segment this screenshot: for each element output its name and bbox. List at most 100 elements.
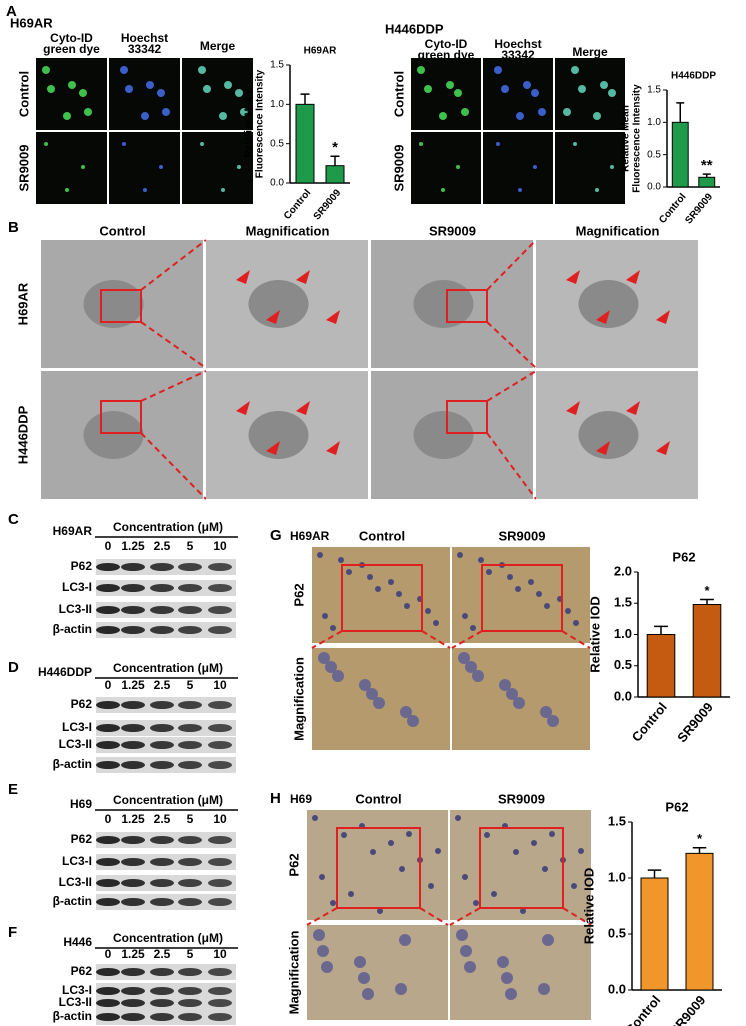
image-feature	[533, 165, 537, 169]
image-feature	[65, 188, 69, 192]
band	[150, 987, 174, 995]
zoom-line	[561, 630, 591, 649]
band	[121, 898, 145, 906]
arrow	[296, 401, 310, 415]
arrow	[326, 310, 340, 324]
arrow	[626, 270, 640, 284]
concentration: 5	[187, 947, 194, 961]
panel-label: C	[8, 511, 19, 528]
band-label: LC3-I	[62, 854, 92, 868]
band	[178, 879, 202, 887]
band	[96, 987, 120, 995]
y-tick-label: 0.0	[647, 182, 661, 193]
image-feature	[439, 112, 447, 120]
row-label: P62	[291, 583, 306, 606]
band	[121, 724, 145, 732]
zoom-box	[100, 400, 142, 434]
image-feature	[578, 280, 639, 328]
band	[178, 606, 202, 614]
image-feature	[501, 85, 509, 93]
ihc-image	[450, 925, 591, 1020]
image-feature	[248, 280, 309, 328]
y-tick-label: 1.0	[608, 869, 626, 884]
band	[150, 858, 174, 866]
image-feature	[523, 81, 531, 89]
band	[178, 626, 202, 634]
concentration: 0	[105, 812, 112, 826]
chart-title: P62	[672, 549, 695, 564]
image-feature	[413, 280, 474, 328]
image-feature	[321, 961, 333, 973]
band-label: LC3-II	[59, 875, 92, 889]
arrow	[656, 441, 670, 455]
image-feature	[203, 85, 211, 93]
band	[178, 858, 202, 866]
image-feature	[608, 89, 616, 97]
error-bar	[330, 155, 340, 166]
image-feature	[317, 552, 323, 558]
y-tick-label: 1.5	[647, 85, 661, 96]
zoom-line	[486, 432, 537, 500]
image-feature	[219, 112, 227, 120]
error-bar	[702, 173, 711, 178]
image-feature	[240, 108, 248, 116]
arrow	[296, 270, 310, 284]
column-header: SR9009	[499, 528, 546, 543]
micrograph	[109, 132, 180, 204]
band	[178, 1013, 202, 1021]
band	[96, 724, 120, 732]
image-feature	[505, 988, 517, 1000]
band	[96, 898, 120, 906]
significance: *	[697, 831, 703, 846]
band	[150, 1013, 174, 1021]
band	[178, 761, 202, 769]
column-header: SR9009	[498, 791, 545, 806]
band	[121, 987, 145, 995]
band	[121, 761, 145, 769]
image-feature	[573, 620, 579, 626]
band	[121, 563, 145, 571]
y-axis-label: Fluorescence Intensity	[255, 69, 266, 178]
image-feature	[531, 840, 537, 846]
ihc-image	[307, 810, 448, 920]
band	[178, 584, 202, 592]
zoom-line	[140, 321, 207, 369]
panel-label: A	[6, 3, 17, 20]
band-label: β-actin	[53, 622, 92, 636]
image-feature	[388, 840, 394, 846]
image-feature	[312, 815, 318, 821]
concentration: 1.25	[121, 539, 145, 553]
image-feature	[496, 142, 500, 146]
band	[208, 724, 232, 732]
panel-label: D	[8, 659, 19, 676]
image-feature	[462, 613, 468, 619]
band-label: β-actin	[53, 757, 92, 771]
band	[208, 999, 232, 1007]
band	[121, 626, 145, 634]
image-feature	[473, 900, 479, 906]
band	[208, 563, 232, 571]
image-feature	[332, 670, 344, 682]
bar	[295, 103, 315, 184]
image-feature	[462, 874, 468, 880]
image-feature	[44, 142, 48, 146]
band	[96, 584, 120, 592]
image-feature	[446, 81, 454, 89]
concentration: 0	[105, 539, 112, 553]
bar	[646, 634, 676, 698]
bar	[671, 121, 689, 188]
zoom-box	[336, 827, 421, 909]
band-label: LC3-I	[62, 983, 92, 997]
band	[178, 987, 202, 995]
image-feature	[248, 411, 309, 459]
band	[96, 626, 120, 634]
band	[208, 1013, 232, 1021]
bar	[698, 176, 716, 188]
zoom-box	[100, 289, 142, 323]
band	[178, 836, 202, 844]
image-feature	[549, 831, 555, 837]
band-label: P62	[71, 832, 93, 846]
band	[96, 563, 120, 571]
image-feature	[146, 81, 154, 89]
zoom-line	[449, 907, 481, 926]
